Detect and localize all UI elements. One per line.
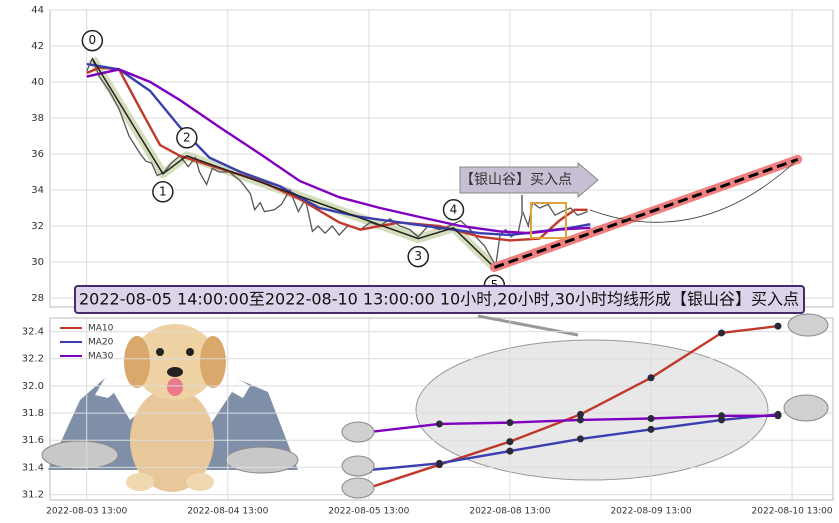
ingot [787, 313, 829, 337]
y-tick-label: 36 [31, 149, 44, 160]
y-tick-label: 31.6 [22, 435, 44, 446]
pivot-label: 3 [414, 249, 422, 263]
y-tick-label: 30 [31, 257, 44, 268]
y-tick-label: 28 [31, 293, 44, 304]
legend-label: MA20 [88, 338, 114, 348]
trend-line [493, 157, 799, 269]
x-tick-label: 2022-08-05 13:00 [328, 507, 409, 517]
dog-eye [156, 348, 164, 356]
legend-label: MA10 [88, 324, 114, 334]
point [647, 374, 655, 382]
point [435, 420, 443, 428]
y-tick-label: 40 [31, 77, 44, 88]
x-tick-label: 2022-08-09 13:00 [610, 507, 691, 517]
ingot [225, 446, 299, 474]
dog-ear [124, 336, 150, 388]
point [506, 447, 514, 455]
point [576, 410, 584, 418]
snow [232, 380, 250, 398]
highlight-box [530, 202, 567, 239]
ingot [41, 440, 119, 470]
y-tick-label: 34 [31, 185, 44, 196]
point [718, 412, 726, 420]
pivot-label: 1 [159, 184, 167, 198]
point [774, 412, 782, 420]
dog-nose [167, 367, 183, 377]
pivot-marker [442, 199, 465, 221]
x-tick-label: 2022-08-08 13:00 [469, 507, 550, 517]
dog-tongue [167, 378, 183, 396]
dog-paw [186, 473, 214, 491]
pivot-marker [407, 245, 429, 268]
y-tick-label: 32.0 [22, 381, 44, 392]
pivot-label: 2 [183, 130, 191, 144]
ingot [783, 394, 829, 422]
ingot [341, 455, 375, 477]
x-tick-label: 2022-08-04 13:00 [187, 507, 268, 517]
ingot [341, 477, 375, 499]
point [647, 415, 655, 423]
y-tick-label: 44 [31, 5, 44, 16]
x-tick-label: 2022-08-10 13:00 [752, 507, 833, 517]
y-tick-label: 42 [31, 41, 44, 52]
bottom-plot: 31.2 31.4 31.6 31.8 32.0 32.2 32.4 2022-08-03 1… [22, 318, 833, 517]
zigzag [91, 58, 495, 268]
dog-ear [200, 336, 226, 388]
ingots [341, 313, 829, 499]
annotation-text: 【银山谷】买入点 [460, 172, 572, 188]
pivot-marker [81, 29, 104, 52]
ingot [341, 421, 375, 443]
annotation-arrow [459, 161, 599, 199]
y-tick-label: 38 [31, 113, 44, 124]
ellipse [415, 339, 769, 481]
snow [95, 378, 115, 398]
point [506, 419, 514, 427]
pivot-marker [152, 181, 174, 203]
point [576, 416, 584, 424]
point [435, 459, 443, 467]
y-tick-label: 31.8 [22, 408, 44, 419]
y-tick-label: 32.4 [22, 327, 44, 338]
series-line [86, 68, 591, 235]
y-tick-label: 32 [31, 221, 44, 232]
y-tick-label: 32.2 [22, 354, 44, 365]
pivot-label: 4 [450, 202, 458, 216]
point [647, 425, 655, 433]
pivot-label: 5 [491, 278, 499, 292]
y-tick-label: 31.4 [22, 462, 44, 473]
point [506, 438, 514, 446]
top-annotations: 【银山谷】买入点 [459, 159, 798, 239]
point [774, 322, 782, 330]
point [718, 329, 726, 337]
y-tick-label: 31.2 [22, 490, 44, 501]
dog-head [133, 324, 217, 400]
arc [589, 159, 798, 223]
banner [74, 285, 805, 314]
legend-label: MA30 [88, 352, 114, 362]
dog-eye [186, 348, 194, 356]
dog-paw [126, 473, 154, 491]
banner-text: 2022-08-05 14:00:00至2022-08-10 13:00:00 … [79, 290, 799, 309]
bottom-decor [41, 314, 769, 492]
pivot-label: 0 [89, 33, 97, 47]
x-tick-label: 2022-08-03 13:00 [46, 507, 127, 517]
series-line [86, 56, 588, 268]
point [576, 435, 584, 443]
pivot-marker [176, 127, 198, 149]
